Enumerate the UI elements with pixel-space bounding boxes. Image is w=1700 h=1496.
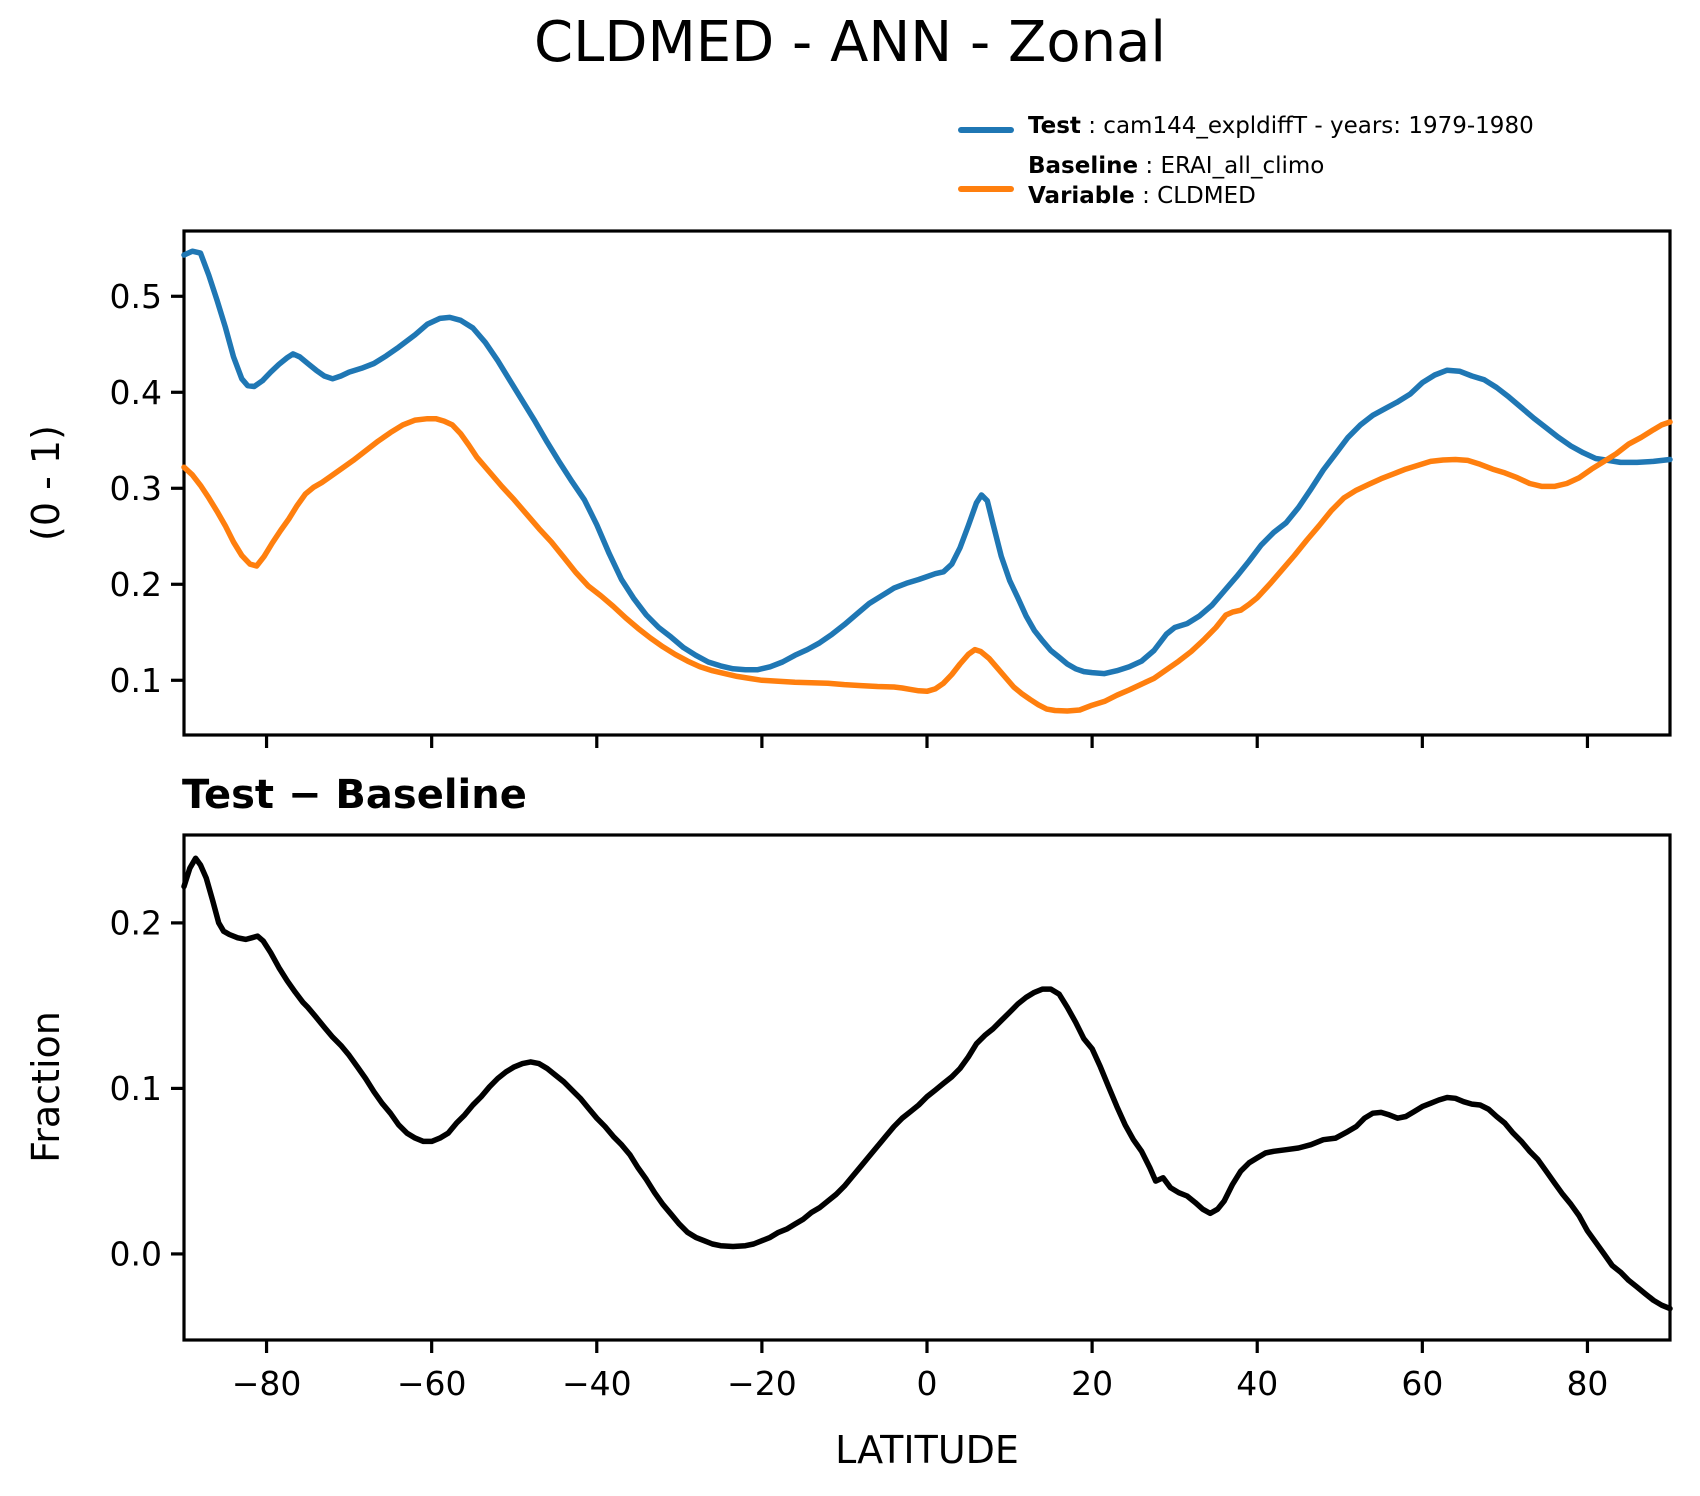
panel-1-xtick-label: 0: [917, 1364, 938, 1403]
legend-label-baseline: Baseline: [1028, 153, 1139, 179]
panel-0-spines: [182, 229, 1672, 737]
legend-value-variable: : CLDMED: [1134, 183, 1256, 210]
series-test-baseline: [181, 855, 1673, 1312]
panel-0-ytick-label: 0.4: [110, 373, 162, 412]
panel-1-ytick-label: 0.1: [110, 1069, 162, 1108]
figure-title: CLDMED - ANN - Zonal: [534, 10, 1166, 75]
legend-row-baseline: Baseline : ERAI_all_climo: [1028, 151, 1324, 181]
panel-1-spines: [182, 833, 1672, 1342]
legend: Test : cam144_expldiffT - years: 1979-19…: [0, 0, 1700, 230]
panel-0-ytick-label: 0.2: [110, 565, 162, 604]
legend-label-variable: Variable: [1028, 183, 1135, 210]
panel-0-ytick-label: 0.1: [110, 661, 162, 700]
panel-1-xtick-label: −40: [562, 1364, 632, 1403]
legend-swatch-baseline-line: [958, 186, 1014, 192]
legend-entry-test: Test : cam144_expldiffT - years: 1979-19…: [1028, 111, 1534, 141]
panel-1-xtick-label: 40: [1236, 1364, 1278, 1403]
panel-1-xtick-label: −80: [232, 1364, 302, 1403]
panel-0-ytick-label: 0.3: [110, 469, 162, 508]
legend-entry-baseline: Baseline : ERAI_all_climo Variable : CLD…: [1028, 151, 1324, 212]
legend-value-baseline: : ERAI_all_climo: [1138, 153, 1325, 179]
panel-1-ytick-label: 0.2: [110, 903, 162, 942]
panel-1-xtick-label: 80: [1566, 1364, 1608, 1403]
panel-1-xtick-label: −60: [397, 1364, 467, 1403]
series-baseline: [181, 415, 1673, 714]
panel-1-xtick-label: −20: [727, 1364, 797, 1403]
legend-row-variable: Variable : CLDMED: [1028, 181, 1324, 211]
panel-0-ytick-label: 0.5: [110, 277, 162, 316]
legend-value-test: : cam144_expldiffT - years: 1979-1980: [1080, 113, 1534, 139]
series-test: [181, 248, 1673, 677]
bottom-panel-title: Test − Baseline: [182, 772, 527, 818]
legend-swatch-test-line: [958, 127, 1014, 133]
x-axis-label: LATITUDE: [835, 1428, 1019, 1472]
panel-1-xtick-label: 60: [1401, 1364, 1443, 1403]
panel-1-xtick-label: 20: [1071, 1364, 1113, 1403]
panel-1-ytick-label: 0.0: [110, 1234, 162, 1273]
legend-label-test: Test: [1028, 113, 1081, 139]
